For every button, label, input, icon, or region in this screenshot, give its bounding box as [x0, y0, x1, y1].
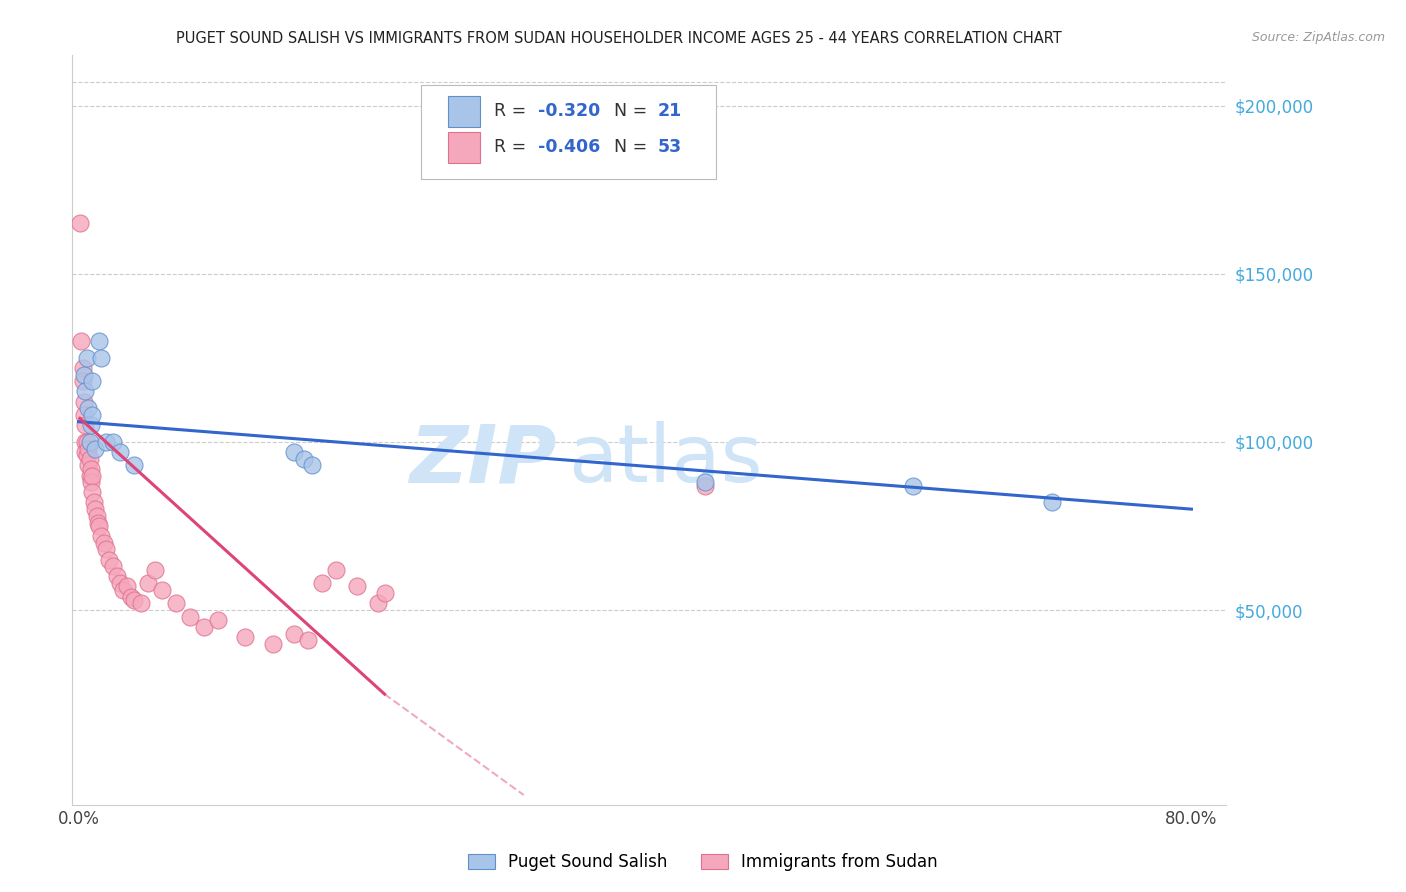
Point — [76, 448, 98, 462]
Point — [96, 434, 118, 449]
Point — [179, 609, 201, 624]
Point — [86, 508, 108, 523]
Point — [325, 563, 347, 577]
Point — [90, 529, 112, 543]
Point — [292, 451, 315, 466]
Point — [150, 582, 173, 597]
Point — [136, 576, 159, 591]
Point — [112, 582, 135, 597]
Point — [143, 563, 166, 577]
Point — [165, 596, 187, 610]
Text: R =: R = — [494, 138, 531, 156]
Text: -0.406: -0.406 — [538, 138, 600, 156]
Point — [69, 216, 91, 230]
Point — [115, 579, 138, 593]
Point — [77, 401, 100, 416]
Point — [89, 334, 111, 348]
Text: N =: N = — [614, 103, 652, 120]
Point — [301, 458, 323, 473]
FancyBboxPatch shape — [422, 85, 716, 179]
Text: Source: ZipAtlas.com: Source: ZipAtlas.com — [1251, 31, 1385, 45]
Point — [82, 468, 104, 483]
Point — [82, 485, 104, 500]
Point — [72, 360, 94, 375]
Point — [207, 613, 229, 627]
Point — [693, 475, 716, 490]
Point — [75, 418, 97, 433]
Point — [90, 351, 112, 365]
Text: N =: N = — [614, 138, 652, 156]
Point — [98, 552, 121, 566]
Point — [103, 434, 125, 449]
Point — [75, 445, 97, 459]
Legend: Puget Sound Salish, Immigrants from Sudan: Puget Sound Salish, Immigrants from Suda… — [460, 845, 946, 880]
Point — [129, 596, 152, 610]
Point — [89, 519, 111, 533]
Point — [80, 475, 103, 490]
Point — [76, 351, 98, 365]
Point — [262, 637, 284, 651]
Point — [283, 626, 305, 640]
Point — [122, 458, 145, 473]
Point — [84, 502, 107, 516]
Point — [297, 633, 319, 648]
Point — [110, 576, 132, 591]
Text: 21: 21 — [658, 103, 682, 120]
Point — [110, 445, 132, 459]
Point — [374, 586, 396, 600]
Point — [1040, 495, 1063, 509]
Point — [79, 451, 101, 466]
Point — [75, 434, 97, 449]
Point — [82, 375, 104, 389]
Text: 53: 53 — [658, 138, 682, 156]
Point — [83, 495, 105, 509]
Point — [72, 375, 94, 389]
Point — [82, 408, 104, 422]
Point — [693, 478, 716, 492]
Point — [73, 408, 96, 422]
Point — [346, 579, 368, 593]
Point — [311, 576, 333, 591]
Point — [79, 434, 101, 449]
Point — [122, 593, 145, 607]
Point — [75, 384, 97, 399]
FancyBboxPatch shape — [449, 95, 481, 128]
Point — [235, 630, 257, 644]
Point — [107, 569, 129, 583]
FancyBboxPatch shape — [449, 132, 481, 163]
Point — [903, 478, 925, 492]
Point — [283, 445, 305, 459]
Point — [96, 542, 118, 557]
Point — [84, 442, 107, 456]
Point — [87, 516, 110, 530]
Point — [73, 394, 96, 409]
Point — [73, 368, 96, 382]
Point — [70, 334, 93, 348]
Text: -0.320: -0.320 — [538, 103, 600, 120]
Point — [80, 418, 103, 433]
Point — [120, 590, 142, 604]
Point — [103, 559, 125, 574]
Point — [79, 468, 101, 483]
Point — [77, 442, 100, 456]
Text: atlas: atlas — [568, 421, 762, 500]
Point — [77, 458, 100, 473]
Text: ZIP: ZIP — [409, 421, 557, 500]
Text: PUGET SOUND SALISH VS IMMIGRANTS FROM SUDAN HOUSEHOLDER INCOME AGES 25 - 44 YEAR: PUGET SOUND SALISH VS IMMIGRANTS FROM SU… — [176, 31, 1062, 46]
Point — [80, 462, 103, 476]
Text: R =: R = — [494, 103, 531, 120]
Point — [193, 620, 215, 634]
Point — [76, 434, 98, 449]
Point — [93, 535, 115, 549]
Point — [367, 596, 389, 610]
